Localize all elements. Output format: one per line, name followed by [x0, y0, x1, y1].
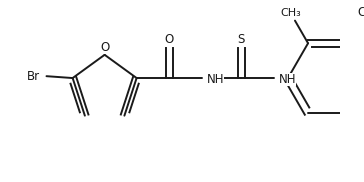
Text: O: O — [165, 33, 174, 46]
Text: NH: NH — [207, 73, 224, 86]
Text: NH: NH — [278, 73, 296, 86]
Text: O: O — [100, 41, 109, 54]
Text: Br: Br — [27, 70, 40, 83]
Text: CH₃: CH₃ — [281, 8, 302, 18]
Text: S: S — [238, 33, 245, 46]
Text: Cl: Cl — [357, 6, 364, 19]
